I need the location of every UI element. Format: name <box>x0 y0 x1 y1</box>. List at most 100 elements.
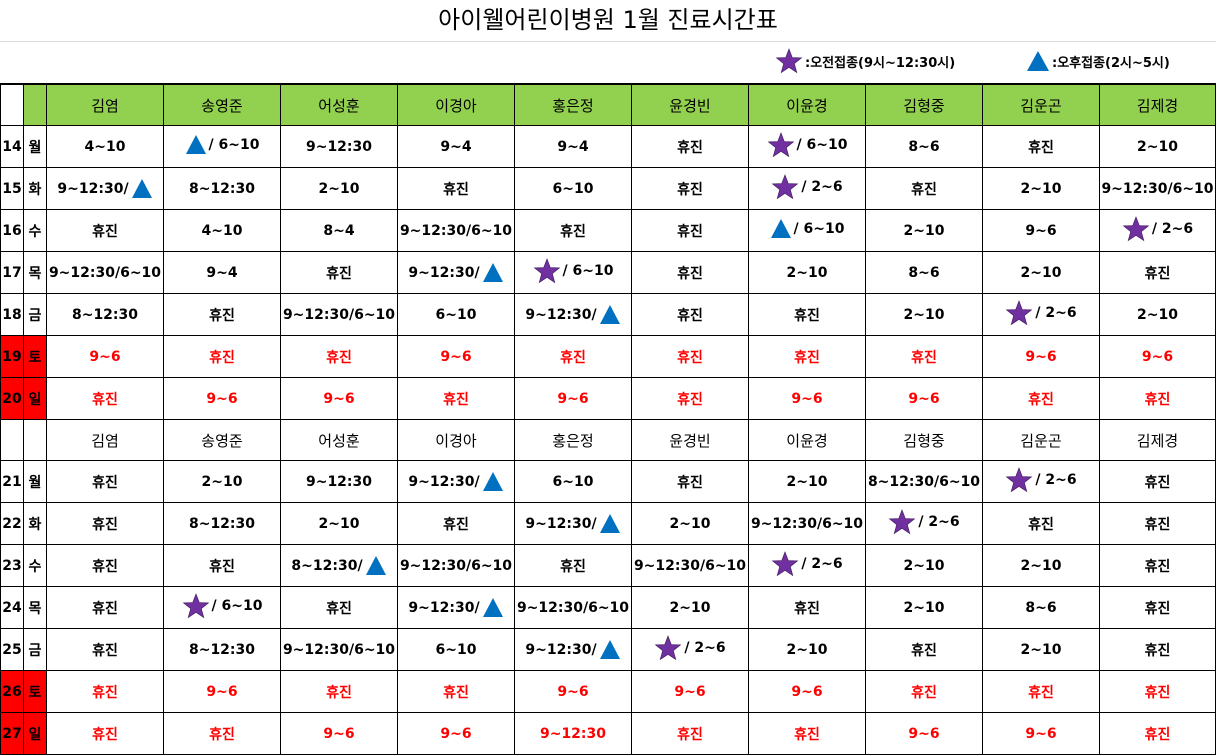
page-title: 아이웰어린이병원 1월 진료시간표 <box>0 0 1216 42</box>
hours-cell: 9~4 <box>514 125 632 168</box>
hours-content: 9~6 <box>1025 726 1056 742</box>
hours-text: / 6~10 <box>796 136 848 153</box>
hours-text: 6~10 <box>552 180 594 197</box>
hours-content: 9~12:30/6~10 <box>751 516 863 532</box>
hours-content: 9~12:30/ <box>525 513 620 534</box>
hours-cell: 9~4 <box>397 125 515 168</box>
star-icon <box>182 592 209 618</box>
schedule-row: 27 일 휴진 휴진 9~6 9~6 9~12:30 휴진 휴진 9~6 9~6 휴진 <box>0 712 1216 755</box>
hours-content: 휴진 <box>209 556 235 576</box>
weekday-cell: 일 <box>23 712 47 755</box>
hours-cell: 9~12:30/6~10 <box>280 293 398 336</box>
triangle-icon <box>482 598 503 617</box>
hours-cell: 휴진 <box>46 712 164 755</box>
hours-content: 8~4 <box>323 223 354 239</box>
schedule-row: 14 월 4~10 / 6~10 9~12:30 9~4 9~4 휴진 / 6~10 8~6 휴진 2… <box>0 125 1216 168</box>
hours-cell: 8~6 <box>982 586 1100 629</box>
hours-content: 휴진 <box>92 724 118 744</box>
hours-content: 휴진 <box>443 682 469 702</box>
hours-content: 9~6 <box>440 726 471 742</box>
hours-text: 9~6 <box>206 683 238 700</box>
hours-cell: 9~6 <box>163 377 281 420</box>
hours-cell: 휴진 <box>280 670 398 713</box>
hours-cell: 휴진 <box>748 293 866 336</box>
hours-cell: 8~6 <box>865 251 983 294</box>
hours-cell: 9~6 <box>280 712 398 755</box>
hours-content: 휴진 <box>1145 640 1171 660</box>
doctor-name-week1: 김염 <box>46 84 164 126</box>
hours-text: 2~10 <box>903 222 945 239</box>
hours-cell: 휴진 <box>46 377 164 420</box>
hours-cell: 휴진 <box>46 544 164 587</box>
doctor-name-week1: 김제경 <box>1099 84 1216 126</box>
doctor-header-row: 김염 송영준 어성훈 이경아 홍은정 윤경빈 이윤경 김형중 김운곤 김제경 <box>0 84 1216 126</box>
hours-text: 9~6 <box>557 390 589 407</box>
hours-text: 4~10 <box>201 222 243 239</box>
hours-text: 2~10 <box>1020 180 1062 197</box>
weekday-cell: 수 <box>23 209 47 252</box>
hours-cell: 휴진 <box>982 502 1100 545</box>
hours-content: 9~6 <box>908 726 939 742</box>
weekday-cell: 토 <box>23 335 47 378</box>
hours-text: 9~12:30 <box>539 725 607 742</box>
hours-text: 2~10 <box>1137 306 1178 323</box>
legend-divider <box>0 83 1216 84</box>
hours-content: 2~10 <box>1021 558 1062 574</box>
hours-cell: 9~12:30/ <box>514 293 632 336</box>
hours-content: 휴진 <box>92 514 118 534</box>
hours-content: 6~10 <box>436 642 477 658</box>
hours-content: 휴진 <box>1145 389 1171 409</box>
hours-content: 9~12:30/6~10 <box>400 223 512 239</box>
hours-cell: / 2~6 <box>982 460 1100 503</box>
date-cell: 14 <box>0 125 24 168</box>
hours-cell: 9~12:30/ <box>397 586 515 629</box>
hours-cell: 9~12:30/ <box>46 167 164 210</box>
legend-pm-vaccination: :오후접종(2시~5시) <box>1026 46 1170 76</box>
weekday-cell: 월 <box>23 125 47 168</box>
schedule-row: 25 금 휴진 8~12:30 9~12:30/6~10 6~10 9~12:30/ / 2~… <box>0 628 1216 671</box>
hours-content: 8~6 <box>1025 600 1056 616</box>
hours-text: 8~4 <box>323 222 355 239</box>
hours-content: 2~10 <box>1021 642 1062 658</box>
hours-content: 휴진 <box>560 556 586 576</box>
hours-cell: 휴진 <box>748 712 866 755</box>
weekday-cell: 월 <box>23 460 47 503</box>
hours-text: 8~6 <box>1025 599 1057 616</box>
hours-cell: 휴진 <box>163 293 281 336</box>
schedule-row: 20 일 휴진 9~6 9~6 휴진 9~6 휴진 9~6 9~6 휴진 휴진 <box>0 377 1216 420</box>
hours-cell: 2~10 <box>748 251 866 294</box>
hours-cell: 8~6 <box>865 125 983 168</box>
hours-text: 휴진 <box>677 726 703 743</box>
triangle-icon <box>1027 51 1049 71</box>
hours-cell: 2~10 <box>865 209 983 252</box>
hours-cell: / 2~6 <box>865 502 983 545</box>
hours-cell: 휴진 <box>280 251 398 294</box>
hours-cell: 8~12:30 <box>163 628 281 671</box>
hours-cell: 휴진 <box>397 502 515 545</box>
hours-cell: 휴진 <box>631 712 749 755</box>
hours-text: / 2~6 <box>1035 304 1077 321</box>
triangle-icon <box>599 305 620 324</box>
hours-content: 휴진 <box>92 556 118 576</box>
doctor-name-week2: 김염 <box>46 419 164 461</box>
hours-content: 8~12:30 <box>72 307 138 323</box>
star-icon <box>533 257 560 283</box>
hours-text: 9~12:30/ <box>525 641 597 658</box>
triangle-icon <box>365 556 386 575</box>
triangle-icon <box>770 219 791 238</box>
hours-text: 8~12:30 <box>188 515 256 532</box>
hours-text: 9~12:30/ <box>525 515 597 532</box>
doctor-name-week1: 김운곤 <box>982 84 1100 126</box>
hours-cell: 휴진 <box>46 460 164 503</box>
hours-text: 휴진 <box>92 726 118 743</box>
hours-cell: 휴진 <box>631 125 749 168</box>
hours-cell: 휴진 <box>1099 670 1216 713</box>
hours-cell: 8~12:30 <box>46 293 164 336</box>
hours-content: 휴진 <box>1145 682 1171 702</box>
weekday-cell: 금 <box>23 293 47 336</box>
hours-content: 휴진 <box>92 389 118 409</box>
hours-content: 휴진 <box>443 514 469 534</box>
doctor-name-week1: 윤경빈 <box>631 84 749 126</box>
hours-cell: 6~10 <box>397 293 515 336</box>
hours-cell: 4~10 <box>163 209 281 252</box>
